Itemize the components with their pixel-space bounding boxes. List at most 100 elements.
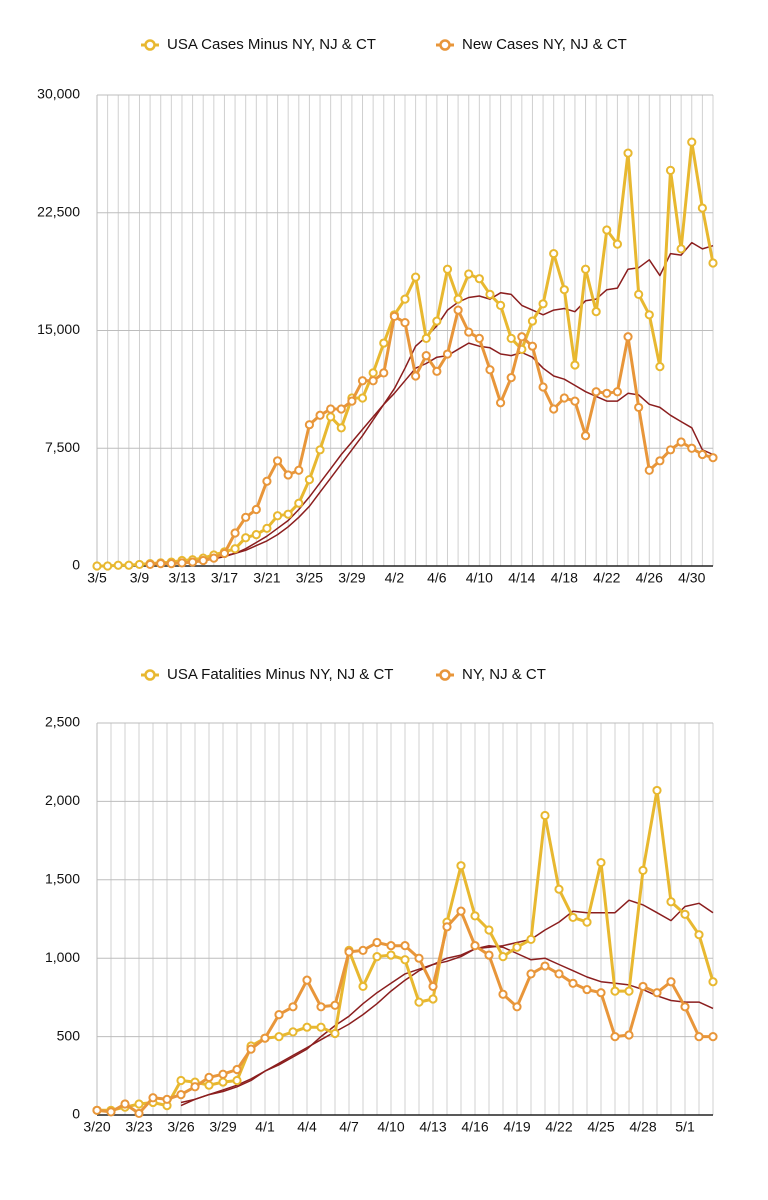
data-point <box>680 1002 690 1012</box>
data-point <box>602 225 612 235</box>
data-point <box>304 475 315 485</box>
data-point <box>582 917 592 927</box>
data-point <box>526 969 536 979</box>
data-point <box>484 925 494 935</box>
x-tick-label: 4/26 <box>636 570 663 586</box>
data-point <box>302 975 312 985</box>
data-point <box>294 465 304 475</box>
data-point <box>540 810 550 821</box>
x-tick-label: 3/5 <box>87 570 107 586</box>
data-point <box>336 404 346 414</box>
x-tick-label: 4/7 <box>339 1119 359 1135</box>
data-point <box>330 1000 340 1010</box>
x-tick-label: 3/17 <box>211 570 238 586</box>
data-point <box>92 1105 102 1115</box>
data-point <box>400 318 410 328</box>
y-tick-label: 2,000 <box>45 792 80 808</box>
y-tick-label: 15,000 <box>37 321 80 337</box>
data-point <box>357 393 368 403</box>
data-point <box>176 1090 186 1100</box>
data-point <box>559 393 569 403</box>
data-point <box>344 947 354 957</box>
data-point <box>432 316 442 326</box>
data-point <box>554 969 564 979</box>
data-point <box>484 950 494 960</box>
data-point <box>358 981 368 992</box>
data-point <box>652 785 662 796</box>
data-point <box>694 1032 704 1042</box>
x-tick-label: 3/26 <box>167 1119 194 1135</box>
legend: USA Fatalities Minus NY, NJ & CT NY, NJ &… <box>141 666 546 683</box>
data-point <box>432 366 442 376</box>
data-point <box>612 239 623 249</box>
data-point <box>288 1002 298 1012</box>
data-point <box>103 561 113 571</box>
data-point <box>708 977 718 987</box>
data-point <box>549 404 559 414</box>
x-tick-label: 4/28 <box>629 1119 656 1135</box>
data-point <box>166 559 176 569</box>
x-tick-label: 4/25 <box>587 1119 614 1135</box>
data-point <box>442 349 453 359</box>
data-point <box>596 857 606 868</box>
legend-label: USA Fatalities Minus NY, NJ & CT <box>167 666 393 683</box>
data-point <box>470 911 480 921</box>
data-point <box>326 404 336 414</box>
data-point <box>512 1002 522 1012</box>
y-tick-label: 1,500 <box>45 871 80 887</box>
data-point <box>676 244 686 254</box>
data-point <box>442 264 453 274</box>
data-point <box>379 368 389 378</box>
x-tick-label: 4/18 <box>551 570 578 586</box>
x-tick-label: 4/22 <box>545 1119 572 1135</box>
data-point <box>634 402 644 413</box>
data-point <box>638 865 648 875</box>
data-point <box>148 1093 158 1103</box>
data-point <box>624 986 634 996</box>
data-point <box>623 148 633 158</box>
data-point <box>262 523 272 533</box>
data-point <box>190 1082 200 1092</box>
x-tick-label: 5/1 <box>675 1119 695 1135</box>
data-point <box>156 559 166 569</box>
data-point <box>251 530 261 540</box>
data-point <box>145 559 155 570</box>
data-point <box>570 396 580 406</box>
data-point <box>554 884 564 894</box>
data-point <box>232 1075 242 1086</box>
x-tick-label: 3/25 <box>296 570 323 586</box>
data-point <box>315 410 325 420</box>
data-point <box>610 986 620 996</box>
data-point <box>232 1064 242 1075</box>
data-point <box>411 371 421 381</box>
data-point <box>241 533 251 543</box>
legend-swatch <box>439 669 451 681</box>
data-point <box>568 912 578 923</box>
data-point <box>666 977 676 987</box>
data-point <box>400 941 410 951</box>
y-tick-label: 0 <box>72 1106 80 1122</box>
legend-swatch <box>144 669 156 681</box>
data-point <box>687 137 697 147</box>
y-tick-label: 0 <box>72 557 80 573</box>
data-point <box>442 922 452 932</box>
data-point <box>506 373 516 383</box>
data-point <box>379 338 389 348</box>
data-point <box>124 560 134 570</box>
data-point <box>251 504 261 515</box>
data-point <box>591 387 601 397</box>
y-tick-label: 30,000 <box>37 86 80 102</box>
data-point <box>464 327 474 337</box>
legend-label: USA Cases Minus NY, NJ & CT <box>167 36 376 53</box>
x-tick-label: 4/6 <box>427 570 447 586</box>
data-point <box>218 1077 228 1087</box>
data-point <box>464 269 474 279</box>
data-point <box>655 362 665 372</box>
data-point <box>219 548 230 559</box>
data-point <box>495 398 506 408</box>
data-point <box>134 1108 144 1119</box>
moving-average-line <box>160 342 714 566</box>
data-point <box>538 382 548 392</box>
data-point <box>218 1069 228 1079</box>
plot: 3/5 3/9 3/13 3/17 3/21 3/25 3/29 4/2 4/6 4/10 4/14… <box>37 86 718 586</box>
